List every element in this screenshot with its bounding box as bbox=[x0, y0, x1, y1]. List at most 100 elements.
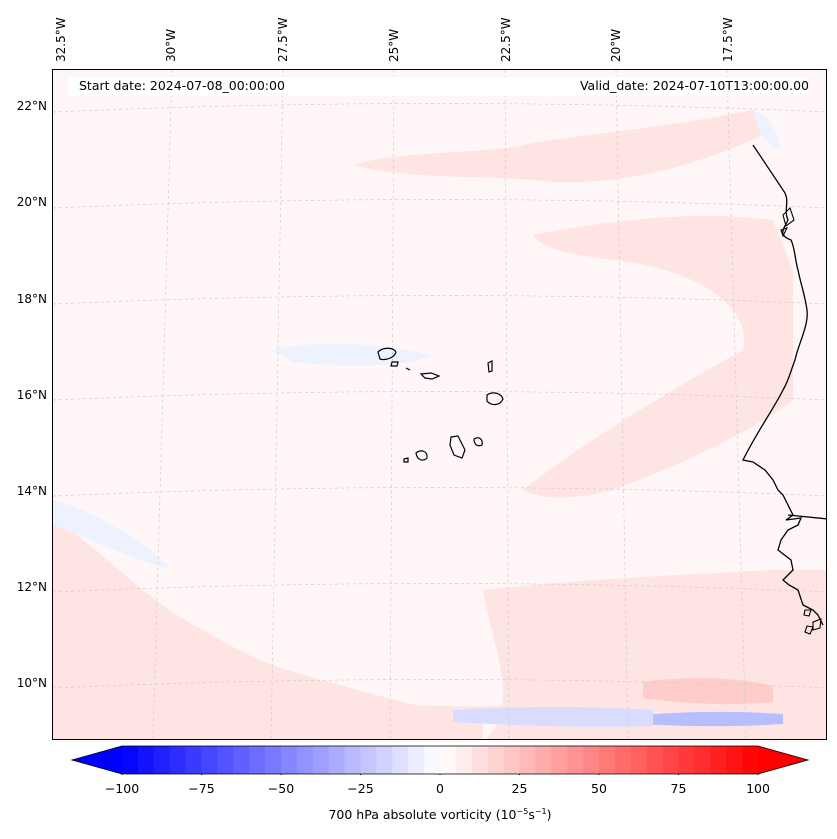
lon-label-30w: 30°W bbox=[164, 28, 178, 62]
colorbar-segment bbox=[328, 746, 345, 774]
colorbar-segment bbox=[122, 746, 139, 774]
colorbar-segment bbox=[137, 746, 155, 774]
colorbar-segment bbox=[567, 746, 584, 774]
colorbar-segment bbox=[503, 746, 520, 774]
colorbar-segment bbox=[440, 746, 457, 774]
colorbar-label-prefix: 700 hPa absolute vorticity (10 bbox=[328, 807, 517, 823]
lon-label-17-5w: 17.5°W bbox=[721, 17, 735, 62]
parallel-18n bbox=[53, 295, 826, 305]
lat-label-20n: 20°N bbox=[16, 195, 47, 209]
colorbar bbox=[70, 745, 810, 775]
colorbar-segment bbox=[296, 746, 314, 774]
coastal-island-a bbox=[782, 206, 795, 227]
colorbar-segment bbox=[217, 746, 234, 774]
colorbar-segment bbox=[583, 746, 600, 774]
negative-area-west bbox=[53, 500, 173, 570]
valid-date-label: Valid_date: 2024-07-10T13:00:00.00 bbox=[579, 78, 809, 93]
parallel-12n bbox=[53, 583, 826, 593]
start-date-label: Start date: 2024-07-08_00:00:00 bbox=[79, 78, 285, 93]
colorbar-tick-label: −50 bbox=[267, 781, 295, 796]
colorbar-tick-label: 50 bbox=[591, 781, 607, 796]
stronger-positive-vorticity bbox=[643, 678, 773, 705]
colorbar-label-mid: s bbox=[528, 807, 535, 823]
parallel-20n bbox=[53, 199, 826, 209]
colorbar-segment bbox=[726, 746, 743, 774]
african-coastline bbox=[742, 144, 826, 626]
colorbar-tick-label: −75 bbox=[188, 781, 215, 796]
colorbar-tick-label: 100 bbox=[746, 781, 770, 796]
colorbar-segment bbox=[599, 746, 616, 774]
colorbar-segment bbox=[646, 746, 663, 774]
lat-label-10n: 10°N bbox=[16, 676, 47, 690]
meridian-17-5w bbox=[726, 70, 747, 739]
coastline-mauritania-senegal bbox=[742, 144, 824, 626]
colorbar-segment bbox=[424, 746, 441, 774]
colorbar-segment bbox=[249, 746, 266, 774]
vorticity-field-map bbox=[53, 70, 826, 739]
colorbar-tick-label: −100 bbox=[104, 781, 140, 796]
positive-area-coast-band bbox=[523, 215, 793, 498]
colorbar-segment bbox=[392, 746, 409, 774]
coastal-islands-africa bbox=[780, 206, 822, 635]
island-sao-vicente bbox=[390, 361, 399, 367]
island-sao-nicolau bbox=[419, 372, 441, 380]
parallel-14n bbox=[53, 487, 826, 497]
colorbar-segment bbox=[710, 746, 727, 774]
lat-label-16n: 16°N bbox=[16, 388, 47, 402]
lon-label-25w: 25°W bbox=[387, 28, 401, 62]
island-maio bbox=[473, 437, 483, 447]
positive-area-southwest bbox=[53, 520, 483, 739]
colorbar-segment bbox=[265, 746, 282, 774]
meridian-25w bbox=[389, 70, 395, 739]
colorbar-segment bbox=[630, 746, 647, 774]
parallel-22n bbox=[53, 103, 826, 113]
positive-vorticity-areas bbox=[53, 110, 826, 739]
lon-label-20w: 20°W bbox=[609, 28, 623, 62]
moderate-negative-vorticity bbox=[453, 707, 653, 727]
date-banner bbox=[68, 77, 808, 96]
strong-negative-vorticity bbox=[613, 711, 783, 727]
colorbar-segment bbox=[742, 746, 759, 774]
colorbar-extend-high bbox=[758, 746, 808, 774]
colorbar-label-exp1: −5 bbox=[516, 807, 529, 816]
colorbar-segment bbox=[376, 746, 393, 774]
colorbar-segment bbox=[662, 746, 679, 774]
colorbar-segments bbox=[72, 746, 808, 774]
negative-area-south-halo bbox=[453, 707, 653, 727]
colorbar-segment bbox=[519, 746, 536, 774]
colorbar-segment bbox=[551, 746, 568, 774]
island-brava bbox=[403, 457, 409, 463]
colorbar-segment bbox=[153, 746, 170, 774]
meridian-27-5w bbox=[270, 70, 284, 739]
colorbar-tick-label: 0 bbox=[436, 781, 444, 796]
parallel-10n bbox=[53, 679, 826, 689]
cabo-verde-islands bbox=[377, 347, 504, 463]
island-sal bbox=[487, 360, 493, 373]
colorbar-segment bbox=[535, 746, 552, 774]
colorbar-extend-low bbox=[72, 746, 122, 774]
colorbar-segment bbox=[455, 746, 473, 774]
island-santiago bbox=[449, 435, 466, 459]
colorbar-label: 700 hPa absolute vorticity (10−5s−1) bbox=[0, 807, 837, 822]
lon-label-32-5w: 32.5°W bbox=[54, 17, 68, 62]
colorbar-segment bbox=[614, 746, 632, 774]
lat-label-14n: 14°N bbox=[16, 484, 47, 498]
colorbar-segment bbox=[201, 746, 218, 774]
island-fogo bbox=[415, 450, 428, 461]
colorbar-tick-label: 75 bbox=[670, 781, 687, 796]
meridian-20w bbox=[615, 70, 629, 739]
island-santa-luzia bbox=[405, 367, 411, 371]
colorbar-segment bbox=[233, 746, 250, 774]
island-santo-antao bbox=[377, 347, 397, 361]
coastal-island-bijagos-1 bbox=[803, 609, 812, 617]
colorbar-tick-label: −25 bbox=[347, 781, 374, 796]
colorbar-segment bbox=[408, 746, 425, 774]
meridian-22-5w bbox=[504, 70, 510, 739]
coastal-island-b bbox=[780, 227, 789, 238]
colorbar-segment bbox=[169, 746, 186, 774]
colorbar-segment bbox=[360, 746, 377, 774]
colorbar-segment bbox=[471, 746, 488, 774]
colorbar-tick-label: 25 bbox=[511, 781, 528, 796]
lat-label-12n: 12°N bbox=[16, 580, 47, 594]
